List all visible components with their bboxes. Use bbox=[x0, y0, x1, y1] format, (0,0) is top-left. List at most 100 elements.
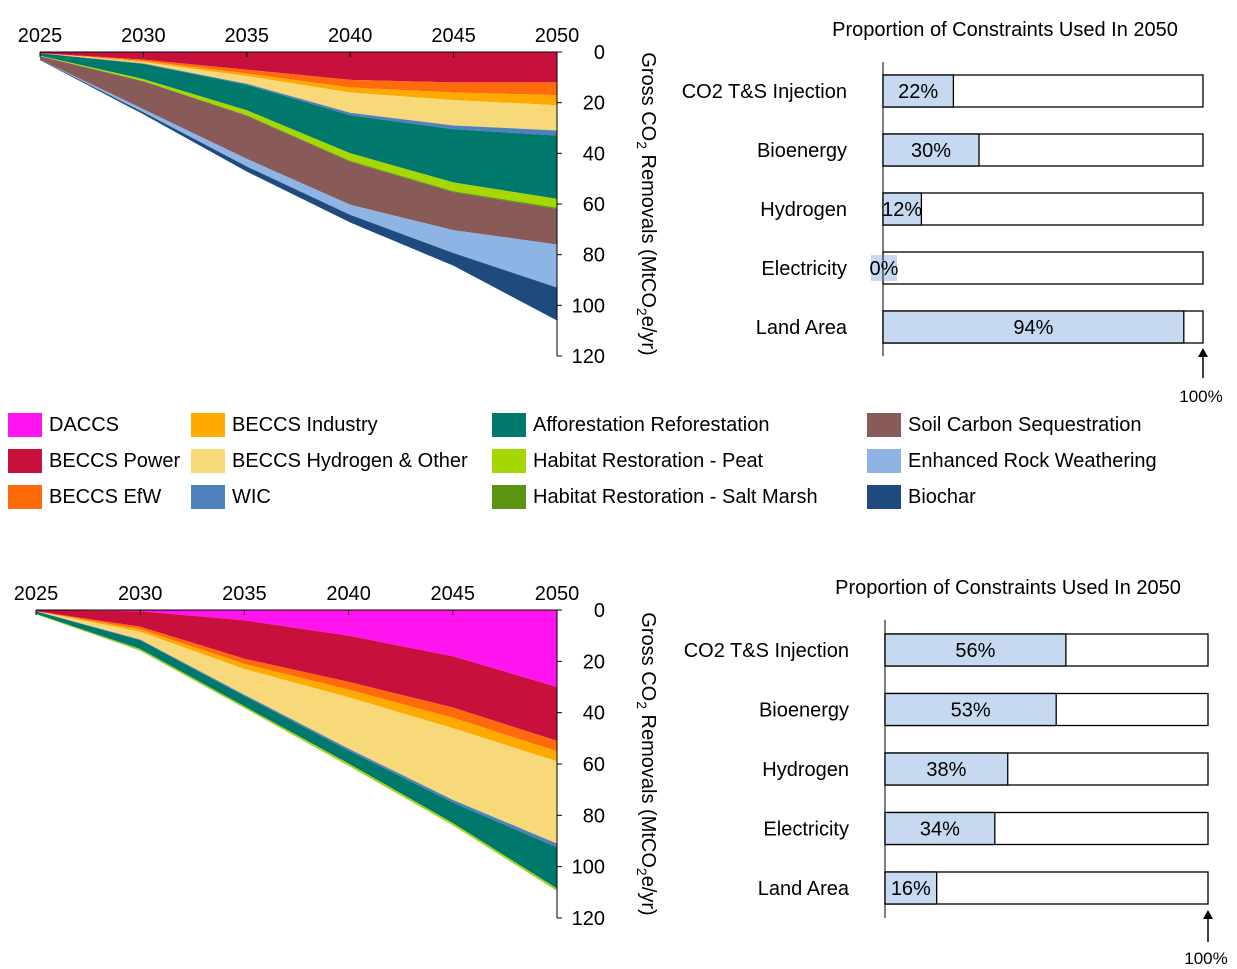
x-tick-label: 2025 bbox=[18, 25, 63, 47]
bar-value-label: 16% bbox=[891, 878, 931, 900]
legend-item-beccs-power: BECCS Power bbox=[8, 448, 180, 474]
legend-item-beccs-efw: BECCS EfW bbox=[8, 484, 161, 510]
legend-label: BECCS Hydrogen & Other bbox=[232, 449, 468, 472]
bar-fill-co2-t-s-injection bbox=[882, 74, 955, 108]
y-axis-label-subscript: 2 bbox=[634, 308, 650, 316]
y-tick-label: 20 bbox=[583, 93, 605, 115]
legend-item-soil-carbon-sequestration: Soil Carbon Sequestration bbox=[867, 412, 1141, 438]
area-series-enhanced-rock-weathering bbox=[40, 59, 557, 288]
bar-category-label: Land Area bbox=[758, 878, 850, 900]
bar-outline-electricity bbox=[882, 251, 1204, 285]
bar-category-label: Electricity bbox=[763, 819, 849, 841]
y-tick-label: 0 bbox=[594, 600, 605, 622]
y-axis-label: Gross CO2 Removals (MtCO2e/yr) bbox=[634, 52, 659, 355]
legend-swatch bbox=[8, 449, 42, 473]
x-tick-label: 2030 bbox=[121, 25, 166, 47]
legend-swatch bbox=[191, 449, 225, 473]
y-tick-label: 80 bbox=[583, 245, 605, 267]
max-arrow-head bbox=[1203, 910, 1213, 919]
y-axis-label: Gross CO2 Removals (MtCO2e/yr) bbox=[634, 612, 659, 915]
bar-fill-hydrogen bbox=[882, 192, 923, 226]
legend-swatch bbox=[492, 485, 526, 509]
bars-title: Proportion of Constraints Used In 2050 bbox=[832, 19, 1178, 41]
area-series-beccs-efw bbox=[40, 53, 557, 96]
bar-category-label: Electricity bbox=[761, 258, 847, 280]
legend-label: BECCS EfW bbox=[49, 485, 162, 508]
bar-fill-bioenergy bbox=[884, 692, 1057, 727]
bottom-area-chart: 2025 2030 2035 2040 2045 2050020406080100120G… bbox=[14, 583, 659, 930]
legend-label: Afforestation Reforestation bbox=[533, 413, 770, 436]
y-axis-label-part: Gross CO bbox=[637, 52, 659, 141]
x-tick-label: 2040 bbox=[328, 25, 373, 47]
legend-swatch bbox=[191, 413, 225, 437]
x-tick-label: 2030 bbox=[118, 583, 163, 605]
bar-category-label: CO2 T&S Injection bbox=[684, 640, 849, 662]
legend-swatch bbox=[492, 449, 526, 473]
bar-category-label: Land Area bbox=[756, 317, 848, 339]
top-area-chart: 2025 2030 2035 2040 2045 2050020406080100120G… bbox=[18, 25, 659, 368]
bar-value-label-bg bbox=[871, 255, 897, 281]
area-series-beccs-hydrogen-other bbox=[36, 611, 557, 844]
y-tick-label: 60 bbox=[583, 194, 605, 216]
legend-item-habitat-restoration-salt-marsh: Habitat Restoration - Salt Marsh bbox=[492, 484, 818, 510]
y-axis-label-subscript: 2 bbox=[634, 141, 650, 149]
y-axis-label-part: e/yr) bbox=[637, 876, 659, 916]
x-tick-label: 2050 bbox=[535, 583, 580, 605]
legend-swatch bbox=[8, 485, 42, 509]
area-series-soil-carbon-sequestration bbox=[40, 56, 557, 245]
x-tick-label: 2035 bbox=[222, 583, 267, 605]
bar-fill-land-area bbox=[882, 310, 1185, 344]
top-constraints-chart: Proportion of Constraints Used In 2050 CO… bbox=[682, 19, 1223, 406]
bar-category-label: Hydrogen bbox=[762, 759, 849, 781]
legend-label: Biochar bbox=[908, 485, 976, 508]
legend-item-beccs-industry: BECCS Industry bbox=[191, 412, 378, 438]
bar-value-label: 94% bbox=[1013, 317, 1053, 339]
y-tick-label: 60 bbox=[583, 754, 605, 776]
bar-category-label: Bioenergy bbox=[759, 700, 849, 722]
y-tick-label: 0 bbox=[594, 42, 605, 64]
y-tick-label: 120 bbox=[572, 908, 605, 930]
max-arrow-head bbox=[1198, 348, 1208, 357]
legend-label: Habitat Restoration - Salt Marsh bbox=[533, 485, 818, 508]
x-tick-label: 2035 bbox=[225, 25, 270, 47]
x-tick-label: 2050 bbox=[535, 25, 580, 47]
x-tick-label: 2045 bbox=[431, 583, 476, 605]
bar-fill-bioenergy bbox=[882, 133, 980, 167]
legend-swatch bbox=[492, 413, 526, 437]
legend-label: BECCS Industry bbox=[232, 413, 378, 436]
max-label: 100% bbox=[1184, 949, 1227, 968]
legend-label: Soil Carbon Sequestration bbox=[908, 413, 1142, 436]
legend-swatch bbox=[867, 485, 901, 509]
y-tick-label: 80 bbox=[583, 805, 605, 827]
bar-fill-hydrogen bbox=[884, 752, 1009, 786]
area-series-beccs-industry bbox=[40, 53, 557, 106]
y-tick-label: 120 bbox=[572, 346, 605, 368]
x-tick-label: 2045 bbox=[431, 25, 476, 47]
bar-value-label: 56% bbox=[955, 640, 995, 662]
bar-category-label: Hydrogen bbox=[760, 199, 847, 221]
legend-swatch bbox=[191, 485, 225, 509]
bar-value-label: 34% bbox=[920, 819, 960, 841]
bar-fill-land-area bbox=[884, 871, 938, 905]
area-series-daccs bbox=[36, 610, 557, 687]
legend-item-beccs-hydrogen-other: BECCS Hydrogen & Other bbox=[191, 448, 468, 474]
area-series-beccs-hydrogen-other bbox=[40, 53, 557, 131]
y-axis-label-part: Gross CO bbox=[637, 612, 659, 701]
bar-category-label: Bioenergy bbox=[757, 140, 847, 162]
y-tick-label: 100 bbox=[572, 857, 605, 879]
legend-item-afforestation-reforestation: Afforestation Reforestation bbox=[492, 412, 769, 438]
legend-swatch bbox=[8, 413, 42, 437]
bar-value-label: 38% bbox=[926, 759, 966, 781]
bars-title: Proportion of Constraints Used In 2050 bbox=[835, 577, 1181, 599]
legend-item-biochar: Biochar bbox=[867, 484, 976, 510]
legend-item-daccs: DACCS bbox=[8, 412, 119, 438]
area-series-wic bbox=[36, 611, 557, 848]
bar-fill-electricity bbox=[884, 811, 996, 846]
legend-swatch bbox=[867, 449, 901, 473]
y-axis-label-part: e/yr) bbox=[637, 316, 659, 356]
legend-swatch bbox=[867, 413, 901, 437]
bar-value-label: 12% bbox=[882, 199, 922, 221]
legend-label: BECCS Power bbox=[49, 449, 181, 472]
bar-value-label: 53% bbox=[951, 700, 991, 722]
